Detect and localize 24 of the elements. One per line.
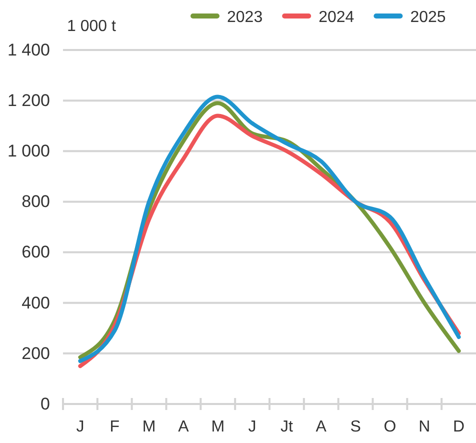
x-tick-label: N bbox=[418, 418, 430, 436]
x-tick-label: J bbox=[248, 418, 256, 436]
x-tick-label: J bbox=[76, 418, 84, 436]
y-tick-label: 600 bbox=[22, 242, 50, 262]
y-tick-label: 800 bbox=[22, 192, 50, 212]
x-tick-label: S bbox=[350, 418, 361, 436]
y-tick-label: 400 bbox=[22, 293, 50, 312]
x-tick-label: A bbox=[178, 418, 190, 436]
y-tick-label: 0 bbox=[40, 394, 50, 414]
x-tick-label: O bbox=[384, 418, 396, 436]
legend-label: 2023 bbox=[227, 9, 263, 26]
x-tick-label: A bbox=[316, 418, 327, 436]
y-axis-title: 1 000 t bbox=[67, 18, 116, 35]
legend-label: 2025 bbox=[410, 9, 446, 26]
y-tick-label: 1 400 bbox=[7, 40, 50, 60]
legend-label: 2024 bbox=[318, 9, 354, 26]
y-tick-label: 1 000 bbox=[7, 142, 50, 161]
x-tick-label: M bbox=[211, 418, 225, 436]
x-tick-label: Jt bbox=[280, 418, 294, 436]
x-tick-label: F bbox=[110, 418, 120, 436]
x-tick-label: M bbox=[142, 418, 156, 436]
y-tick-label: 200 bbox=[22, 344, 50, 363]
x-tick-label: D bbox=[453, 418, 465, 436]
y-tick-label: 1 200 bbox=[7, 91, 50, 110]
